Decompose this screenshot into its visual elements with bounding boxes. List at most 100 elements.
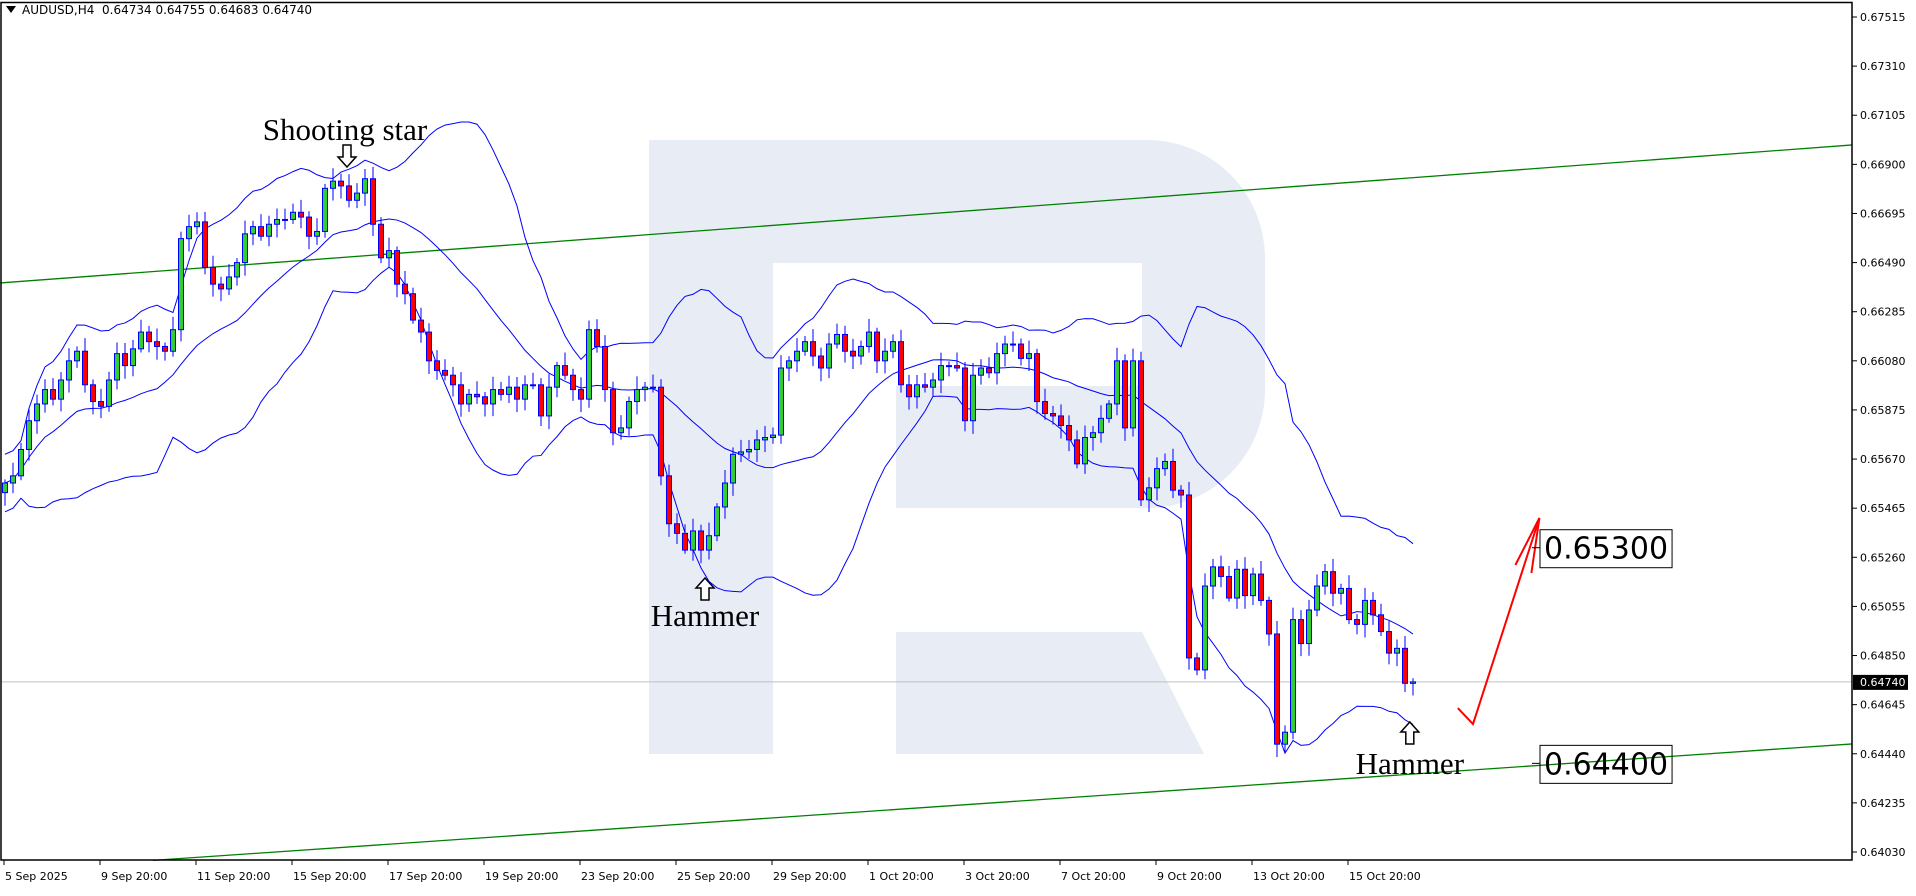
bull-candle-body — [1362, 599, 1368, 625]
candle — [1354, 614, 1360, 635]
bull-candle-body — [66, 360, 72, 381]
candle — [874, 327, 880, 373]
bull-candle-body — [938, 365, 944, 381]
candle — [578, 377, 584, 413]
price-tick-label: 0.66900 — [1860, 158, 1906, 171]
bull-candle-body — [18, 448, 24, 477]
bull-candle-body — [866, 331, 872, 347]
bear-candle-body — [378, 223, 384, 259]
candle — [218, 276, 224, 302]
candle — [194, 212, 200, 235]
bull-candle-body — [130, 348, 136, 367]
bear-candle-body — [346, 185, 352, 201]
bear-candle-body — [578, 389, 584, 400]
plot-frame — [0, 1, 1853, 861]
bear-candle-body — [898, 341, 904, 386]
bear-candle-body — [842, 333, 848, 352]
bear-candle-body — [1138, 360, 1144, 501]
price-tick-label: 0.66285 — [1860, 306, 1906, 319]
bull-candle-body — [690, 530, 696, 551]
price-axis[interactable]: 0.67515 0.67310 0.67105 0.66900 0.66695 0.664… — [1852, 11, 1908, 859]
candle — [1322, 564, 1328, 595]
bull-candle-body — [770, 434, 776, 438]
candle — [474, 381, 480, 404]
candle — [626, 396, 632, 436]
bull-candle-body — [1130, 360, 1136, 429]
candle — [1314, 574, 1320, 617]
candle — [1298, 610, 1304, 657]
candle — [362, 169, 368, 206]
bull-candle-body — [386, 250, 392, 259]
candle — [450, 366, 456, 397]
bear-candle-body — [538, 384, 544, 417]
bull-candle-body — [1010, 343, 1016, 346]
bear-candle-body — [474, 393, 480, 398]
bear-candle-body — [1042, 401, 1048, 415]
candle — [922, 372, 928, 393]
candle — [954, 352, 960, 372]
bull-candle-body — [1290, 619, 1296, 733]
close-value: 0.64740 — [262, 3, 312, 17]
bear-candle-body — [1370, 599, 1376, 616]
bear-candle-body — [1258, 573, 1264, 601]
bear-candle-body — [1122, 360, 1128, 429]
bull-candle-body — [74, 350, 80, 362]
candle — [90, 379, 96, 415]
candle — [266, 215, 272, 247]
candle — [42, 379, 48, 413]
bull-candle-body — [1082, 436, 1088, 465]
arrowhead-icon — [1514, 517, 1541, 574]
price-tick-label: 0.64030 — [1860, 846, 1906, 859]
bull-candle-body — [1202, 585, 1208, 671]
candle — [754, 429, 760, 463]
bear-candle-body — [594, 329, 600, 347]
price-tick-label: 0.64645 — [1860, 699, 1906, 712]
bull-candle-body — [282, 218, 288, 221]
bollinger-upper-band — [4, 121, 1414, 545]
bull-candle-body — [618, 427, 624, 434]
candle — [498, 381, 504, 401]
bear-candle-body — [698, 530, 704, 551]
candle — [1306, 599, 1312, 656]
bull-candle-body — [1234, 568, 1240, 599]
bear-candle-body — [1226, 575, 1232, 599]
candle — [178, 231, 184, 342]
bull-candle-body — [914, 384, 920, 398]
price-tick-label: 0.67310 — [1860, 60, 1906, 73]
bull-candle-body — [362, 178, 368, 194]
collapse-triangle-icon[interactable] — [6, 6, 16, 13]
candle — [1186, 481, 1192, 670]
candle — [26, 408, 32, 461]
time-axis[interactable]: 5 Sep 2025 9 Sep 20:00 11 Sep 20:00 15 Sep … — [3, 860, 1421, 883]
level-box — [1539, 744, 1673, 784]
candle — [210, 255, 216, 297]
price-tick-label: 0.64440 — [1860, 748, 1906, 761]
candle — [1138, 351, 1144, 507]
candle — [1378, 603, 1384, 637]
bear-candle-body — [954, 365, 960, 369]
bull-candle-body — [978, 367, 984, 376]
bull-candle-body — [546, 386, 552, 417]
candle — [1114, 347, 1120, 416]
arrow-down-icon — [336, 144, 358, 169]
bull-candle-body — [1338, 587, 1344, 594]
bull-candle-body — [930, 379, 936, 388]
price-tick-label: 0.65875 — [1860, 404, 1906, 417]
candle — [730, 447, 736, 496]
candle — [1266, 596, 1272, 646]
bull-candle-body — [330, 180, 336, 189]
time-tick-label: 17 Sep 20:00 — [389, 870, 462, 883]
candle — [882, 338, 888, 374]
bull-candle-body — [1306, 609, 1312, 645]
bear-candle-body — [154, 341, 160, 347]
bear-candle-body — [1346, 587, 1352, 621]
price-tick-label: 0.64235 — [1860, 797, 1906, 810]
candle — [1042, 388, 1048, 420]
bear-candle-body — [1186, 494, 1192, 659]
bull-candle-body — [762, 436, 768, 441]
candle — [506, 375, 512, 404]
candle — [514, 376, 520, 413]
candle — [546, 374, 552, 430]
candle — [1002, 335, 1008, 367]
